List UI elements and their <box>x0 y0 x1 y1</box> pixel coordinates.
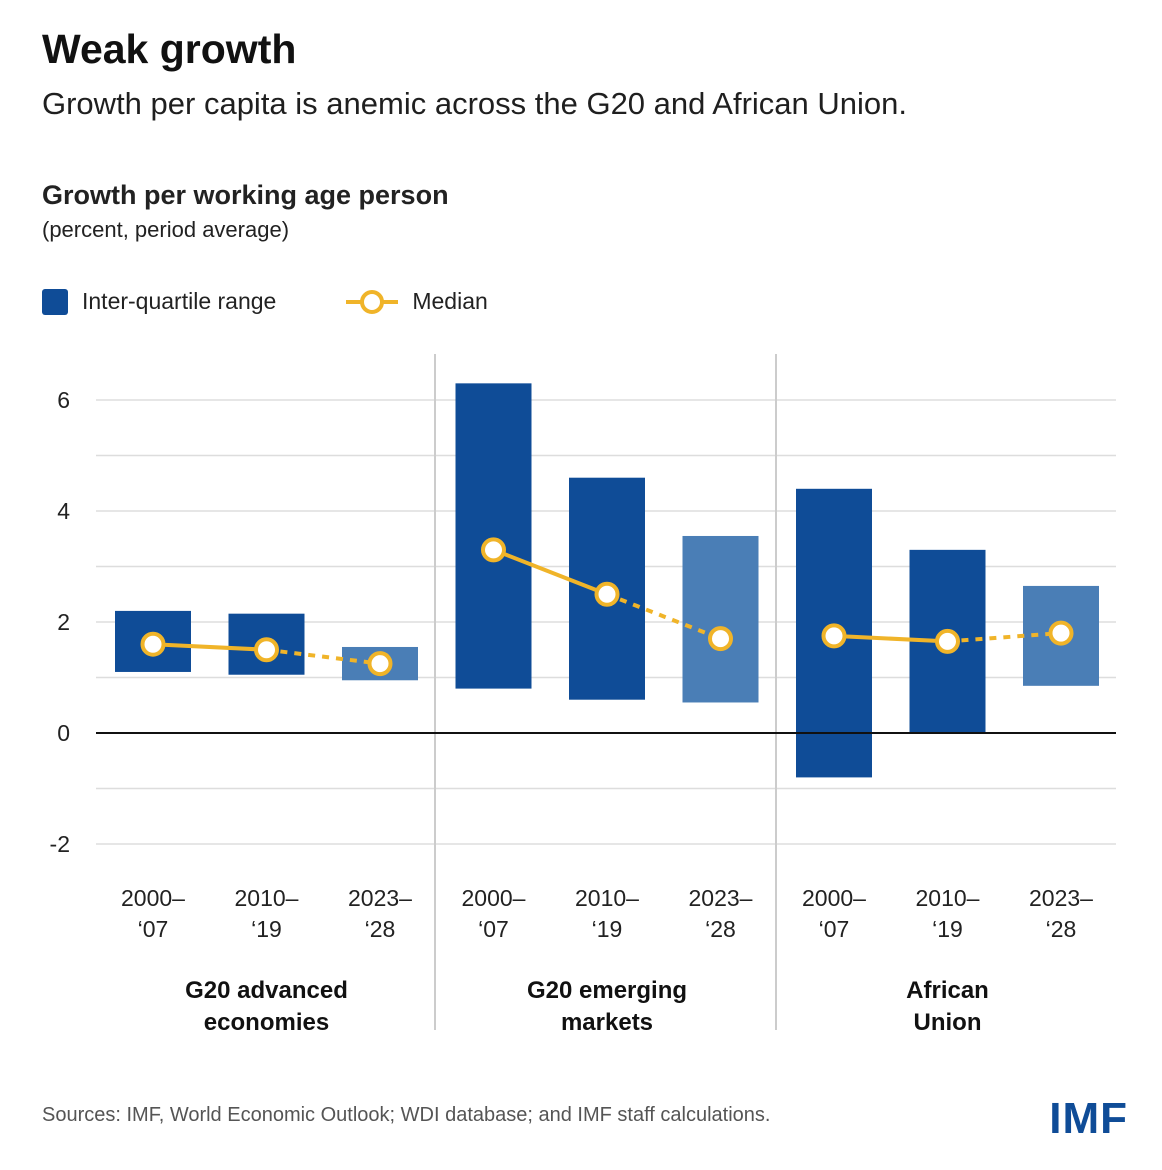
page-subtitle: Growth per capita is anemic across the G… <box>42 86 907 121</box>
median-line <box>606 592 722 641</box>
chart-title: Growth per working age person <box>42 180 449 210</box>
x-tick-label: ‘19 <box>932 916 963 942</box>
median-point <box>254 637 279 663</box>
x-tick-label: 2023– <box>1029 885 1093 911</box>
x-tick-label: 2023– <box>348 885 412 911</box>
x-tick-label: ‘19 <box>251 916 282 942</box>
x-tick-label: 2010– <box>235 885 299 911</box>
x-tick-label: 2000– <box>121 885 185 911</box>
median-point <box>1048 620 1074 646</box>
chart-units: (percent, period average) <box>42 217 290 242</box>
x-tick-label: 2000– <box>462 885 526 911</box>
median-point <box>140 631 166 657</box>
group-label: G20 advanced <box>185 977 348 1004</box>
median-point <box>935 628 960 654</box>
iqr-bar <box>455 383 532 689</box>
legend-median-label: Median <box>412 288 488 314</box>
imf-logo: IMF <box>1049 1094 1128 1143</box>
chart-legend: Inter-quartile range Median <box>42 288 488 315</box>
x-tick-label: 2010– <box>916 885 980 911</box>
source-note: Sources: IMF, World Economic Outlook; WD… <box>42 1104 771 1126</box>
x-tick-label: ‘07 <box>478 916 509 942</box>
y-tick-label: 0 <box>57 720 70 746</box>
x-tick-label: ‘28 <box>705 916 736 942</box>
x-tick-label: 2010– <box>575 885 639 911</box>
y-tick-label: -2 <box>50 831 70 857</box>
group-label: economies <box>204 1009 329 1036</box>
legend-iqr-label: Inter-quartile range <box>82 288 277 314</box>
median-point <box>708 626 733 652</box>
y-tick-label: 4 <box>57 498 70 524</box>
chart-plot: -2 0 2 4 6 2000– ‘07 2010– ‘19 2023– ‘28 G20 advanc… <box>50 354 1116 1036</box>
median-point <box>481 537 506 563</box>
median-point <box>367 651 393 677</box>
group-label: G20 emerging <box>527 977 687 1004</box>
x-tick-label: ‘28 <box>1046 916 1077 942</box>
x-tick-label: ‘07 <box>138 916 169 942</box>
median-line <box>833 633 948 644</box>
x-tick-label: ‘07 <box>819 916 850 942</box>
group-label: African <box>906 977 989 1004</box>
median-line <box>152 642 267 652</box>
median-line <box>492 547 608 597</box>
median-point <box>594 581 620 607</box>
median-line <box>266 647 381 666</box>
group-label: markets <box>561 1009 653 1036</box>
page-title: Weak growth <box>42 26 297 72</box>
median-point <box>821 623 847 649</box>
group-label: Union <box>914 1009 982 1036</box>
y-tick-label: 2 <box>57 609 70 635</box>
y-tick-label: 6 <box>57 387 70 413</box>
iqr-bar <box>682 535 759 703</box>
x-tick-label: ‘28 <box>365 916 396 942</box>
median-line-icon <box>346 289 399 315</box>
median-line <box>947 631 1062 644</box>
iqr-swatch-icon <box>42 288 68 315</box>
x-tick-label: ‘19 <box>592 916 623 942</box>
x-tick-label: 2023– <box>689 885 753 911</box>
x-tick-label: 2000– <box>802 885 866 911</box>
